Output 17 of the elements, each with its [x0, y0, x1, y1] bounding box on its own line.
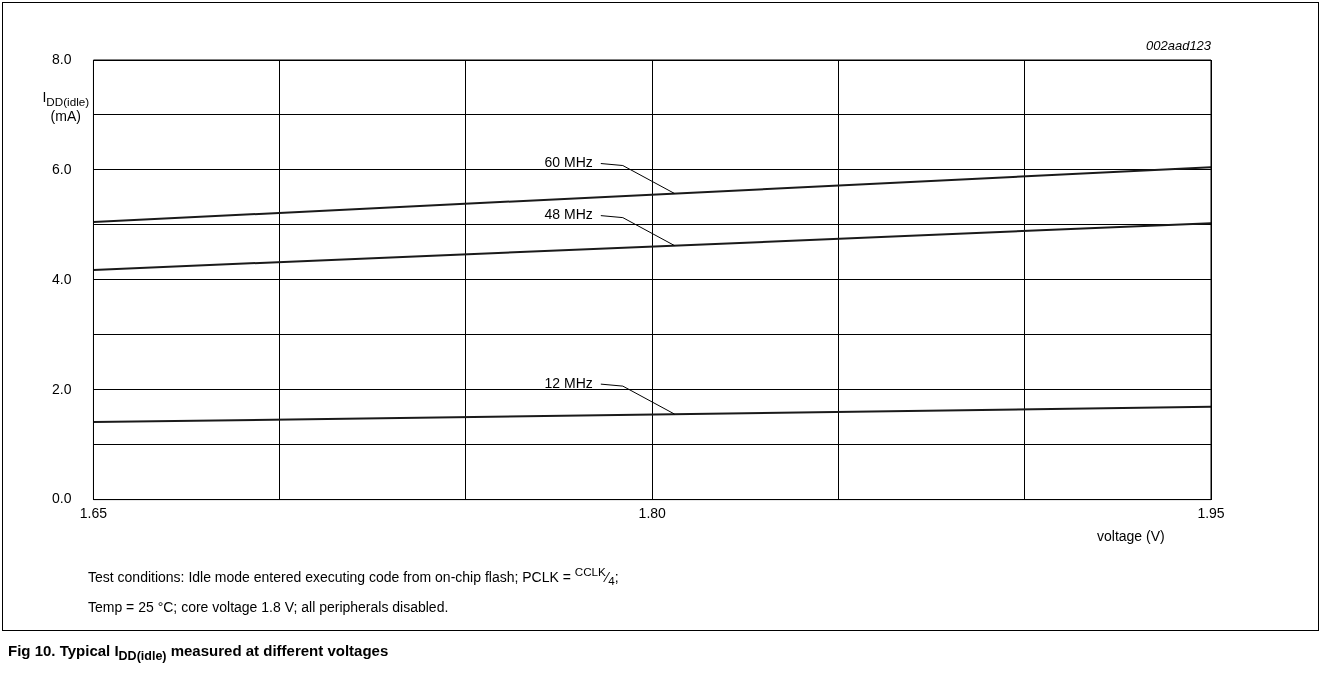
text: Fig 10. Typical I$_{DD(idle)}$ measured at different voltages [8, 641, 389, 663]
x-tick-label: 1.95 [1197, 504, 1225, 521]
y-tick-label: 4.0 [51, 270, 72, 287]
y-tick-label: 8.0 [51, 50, 72, 67]
y-tick-label: 0.0 [51, 490, 72, 507]
text: Test conditions: Idle mode entered executing code from on-chip flash; PCLK = $^{CCLK}$⁄$_{4}$; [88, 564, 619, 588]
x-tick-label: 1.80 [638, 504, 667, 521]
y-axis-title: I$_{DD(idle)}$ (mA) [42, 89, 90, 125]
text: 002aad123 [1146, 38, 1212, 53]
y-tick-label: 6.0 [51, 160, 72, 177]
x-tick-label: 1.65 [79, 504, 108, 521]
text: Temp = 25 °C; core voltage 1.8 V; all peripherals disabled. [88, 599, 449, 616]
y-tick-label: 2.0 [51, 380, 72, 397]
x-axis-title: voltage (V) [1097, 527, 1165, 544]
series-label: 48 MHz [544, 206, 593, 223]
series-label: 12 MHz [544, 374, 593, 391]
series-label: 60 MHz [544, 154, 593, 171]
